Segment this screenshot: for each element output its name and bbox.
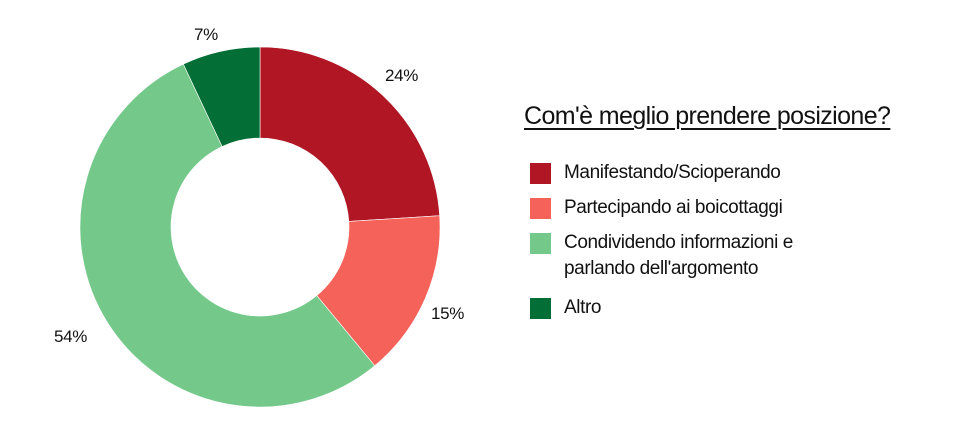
legend-swatch <box>530 233 551 254</box>
slice-boicottaggi <box>316 215 441 367</box>
legend-label: Condividendo informazioni e parlando del… <box>564 232 793 279</box>
slice-label-altro: 7% <box>194 25 218 44</box>
legend-swatch <box>530 163 551 184</box>
legend-label: Altro <box>564 297 602 318</box>
legend-item-boicottaggi: Partecipando ai boicottaggi <box>530 195 783 221</box>
slice-condividendo <box>79 63 376 408</box>
slice-manifestando <box>259 46 440 222</box>
chart-title: Com'è meglio prendere posizione? <box>524 102 891 130</box>
slice-label-boicottaggi: 15% <box>431 304 465 323</box>
slice-label-manifestando: 24% <box>385 66 419 85</box>
donut-chart <box>79 46 441 408</box>
slice-altro <box>182 46 261 147</box>
legend-swatch <box>530 198 551 219</box>
legend-item-condividendo: Condividendo informazioni e parlando del… <box>530 230 793 282</box>
legend-swatch <box>530 298 551 319</box>
slice-label-condividendo: 54% <box>54 327 88 346</box>
legend-item-altro: Altro <box>530 295 601 321</box>
legend-item-manifestando: Manifestando/Scioperando <box>530 160 781 186</box>
legend-label: Partecipando ai boicottaggi <box>564 197 783 218</box>
legend-label: Manifestando/Scioperando <box>564 162 781 183</box>
